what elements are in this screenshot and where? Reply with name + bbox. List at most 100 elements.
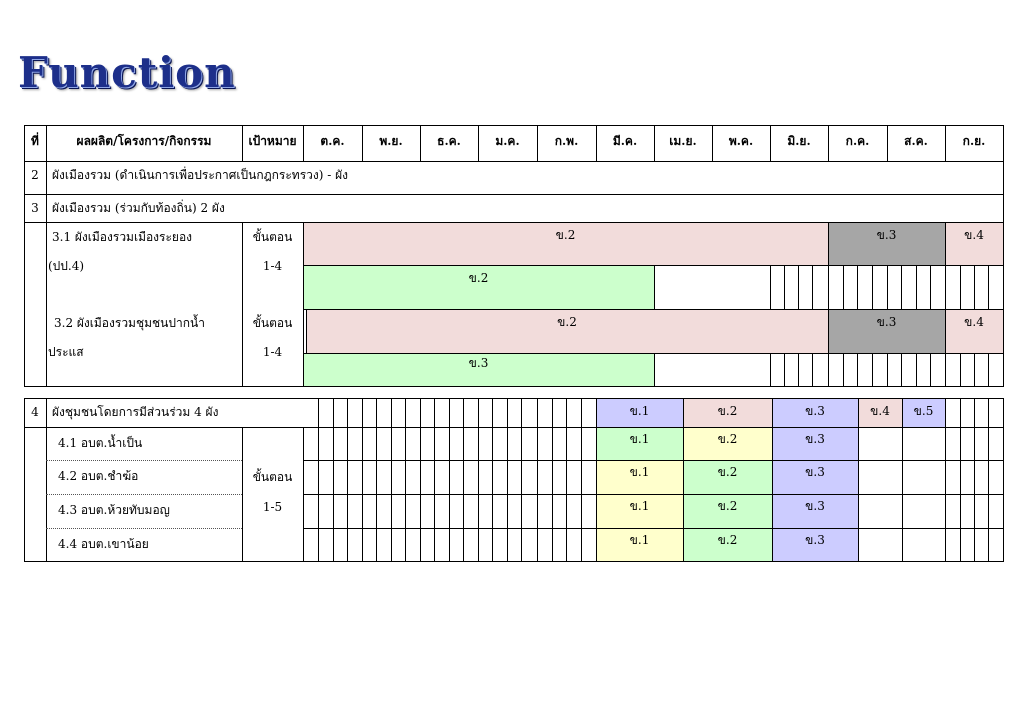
step-bar: ข.2 xyxy=(683,528,772,561)
grid-line xyxy=(306,309,307,353)
grid-line xyxy=(828,309,829,353)
row-label: 4.3 อบต.ห้วยทับมอญ xyxy=(58,503,170,517)
step-bar: ข.1 xyxy=(596,494,683,528)
row-target: ขั้นตอน xyxy=(252,470,293,484)
grid-line xyxy=(858,398,859,562)
grid-line xyxy=(449,398,450,562)
gantt-bar-label: ข.2 xyxy=(717,432,738,446)
grid-line xyxy=(683,398,684,562)
step-bar: ข.3 xyxy=(772,427,858,460)
grid-line xyxy=(507,398,508,562)
grid-line xyxy=(798,353,799,386)
grid-line xyxy=(24,386,1003,387)
gantt-bar-label: ข.2 xyxy=(717,533,738,547)
gantt-bar-label: ข.1 xyxy=(629,432,650,446)
dotted-line xyxy=(46,494,242,495)
gantt-bar-label: ข.5 xyxy=(913,404,934,418)
header-month: พ.ย. xyxy=(379,134,403,148)
plan-bar: ข.4 xyxy=(945,309,1003,353)
gantt-bar-label: ข.3 xyxy=(876,315,897,329)
table-border xyxy=(24,398,25,562)
header-no: ที่ xyxy=(31,134,39,148)
gantt-bar-label: ข.2 xyxy=(717,499,738,513)
plan-bar: ข.3 xyxy=(828,222,945,265)
grid-line xyxy=(303,528,1003,529)
grid-line xyxy=(24,427,46,428)
grid-line xyxy=(712,125,713,161)
grid-line xyxy=(901,265,902,309)
row-target: ขั้นตอน xyxy=(252,230,293,244)
grid-line xyxy=(828,265,829,309)
grid-line xyxy=(581,398,582,562)
grid-line xyxy=(376,398,377,562)
grid-line xyxy=(318,398,319,562)
gantt-bar-label: ข.3 xyxy=(876,228,897,242)
grid-line xyxy=(537,398,538,562)
header-month: มิ.ย. xyxy=(787,134,811,148)
grid-line xyxy=(901,353,902,386)
grid-line xyxy=(887,353,888,386)
grid-line xyxy=(843,265,844,309)
grid-line xyxy=(930,353,931,386)
grid-line xyxy=(857,353,858,386)
grid-line xyxy=(24,398,1003,399)
step-bar: ข.1 xyxy=(596,528,683,561)
grid-line xyxy=(654,125,655,161)
header-month: ก.ค. xyxy=(845,134,870,148)
step-bar: ข.3 xyxy=(772,460,858,494)
row-label: (ปป.4) xyxy=(48,259,85,273)
grid-line xyxy=(945,398,946,562)
grid-line xyxy=(24,161,1003,162)
grid-line xyxy=(974,265,975,309)
grid-line xyxy=(812,353,813,386)
grid-line xyxy=(770,125,771,161)
row-target: 1-4 xyxy=(262,345,283,359)
table-border xyxy=(1003,398,1004,562)
row-no: 4 xyxy=(31,405,39,419)
step-bar: ข.5 xyxy=(902,398,945,427)
grid-line xyxy=(945,125,946,161)
grid-line xyxy=(566,398,567,562)
grid-line xyxy=(46,427,1003,428)
header-month: ส.ค. xyxy=(904,134,928,148)
grid-line xyxy=(362,398,363,562)
row-target: 1-4 xyxy=(262,259,283,273)
step-bar: ข.2 xyxy=(683,460,772,494)
grid-line xyxy=(974,353,975,386)
grid-line xyxy=(303,125,304,161)
grid-line xyxy=(945,309,946,353)
grid-line xyxy=(654,353,655,386)
step-bar: ข.1 xyxy=(596,398,683,427)
step-bar: ข.3 xyxy=(772,528,858,561)
header-target: เป้าหมาย xyxy=(248,134,297,148)
step-bar: ข.3 xyxy=(772,494,858,528)
grid-line xyxy=(872,353,873,386)
grid-line xyxy=(391,398,392,562)
grid-line xyxy=(24,561,1003,562)
grid-line xyxy=(478,125,479,161)
grid-line xyxy=(362,125,363,161)
table-border xyxy=(1003,125,1004,387)
row-label: 3.2 ผังเมืองรวมชุมชนปากน้ำ xyxy=(54,316,205,330)
gantt-bar-label: ข.1 xyxy=(629,499,650,513)
row-label: ผังเมืองรวม (ร่วมกับท้องถิ่น) 2 ผัง xyxy=(52,201,225,215)
grid-line xyxy=(930,265,931,309)
grid-line xyxy=(843,353,844,386)
grid-line xyxy=(537,125,538,161)
row-label: 4.4 อบต.เขาน้อย xyxy=(58,537,149,551)
grid-line xyxy=(916,265,917,309)
grid-line xyxy=(46,398,47,562)
gantt-bar-label: ข.4 xyxy=(964,315,984,329)
grid-line xyxy=(303,353,1003,354)
grid-line xyxy=(242,427,243,562)
grid-line xyxy=(916,353,917,386)
grid-line xyxy=(303,494,1003,495)
row-label: ผังเมืองรวม (ดำเนินการเพื่อประกาศเป็นกฎก… xyxy=(52,168,349,182)
gantt-bar-label: ข.3 xyxy=(805,465,825,479)
dotted-line xyxy=(46,460,242,461)
grid-line xyxy=(24,222,1003,223)
grid-line xyxy=(798,265,799,309)
gantt-bar-label: ข.2 xyxy=(557,315,577,329)
step-bar: ข.1 xyxy=(596,460,683,494)
actual-bar: ข.3 xyxy=(303,353,654,386)
